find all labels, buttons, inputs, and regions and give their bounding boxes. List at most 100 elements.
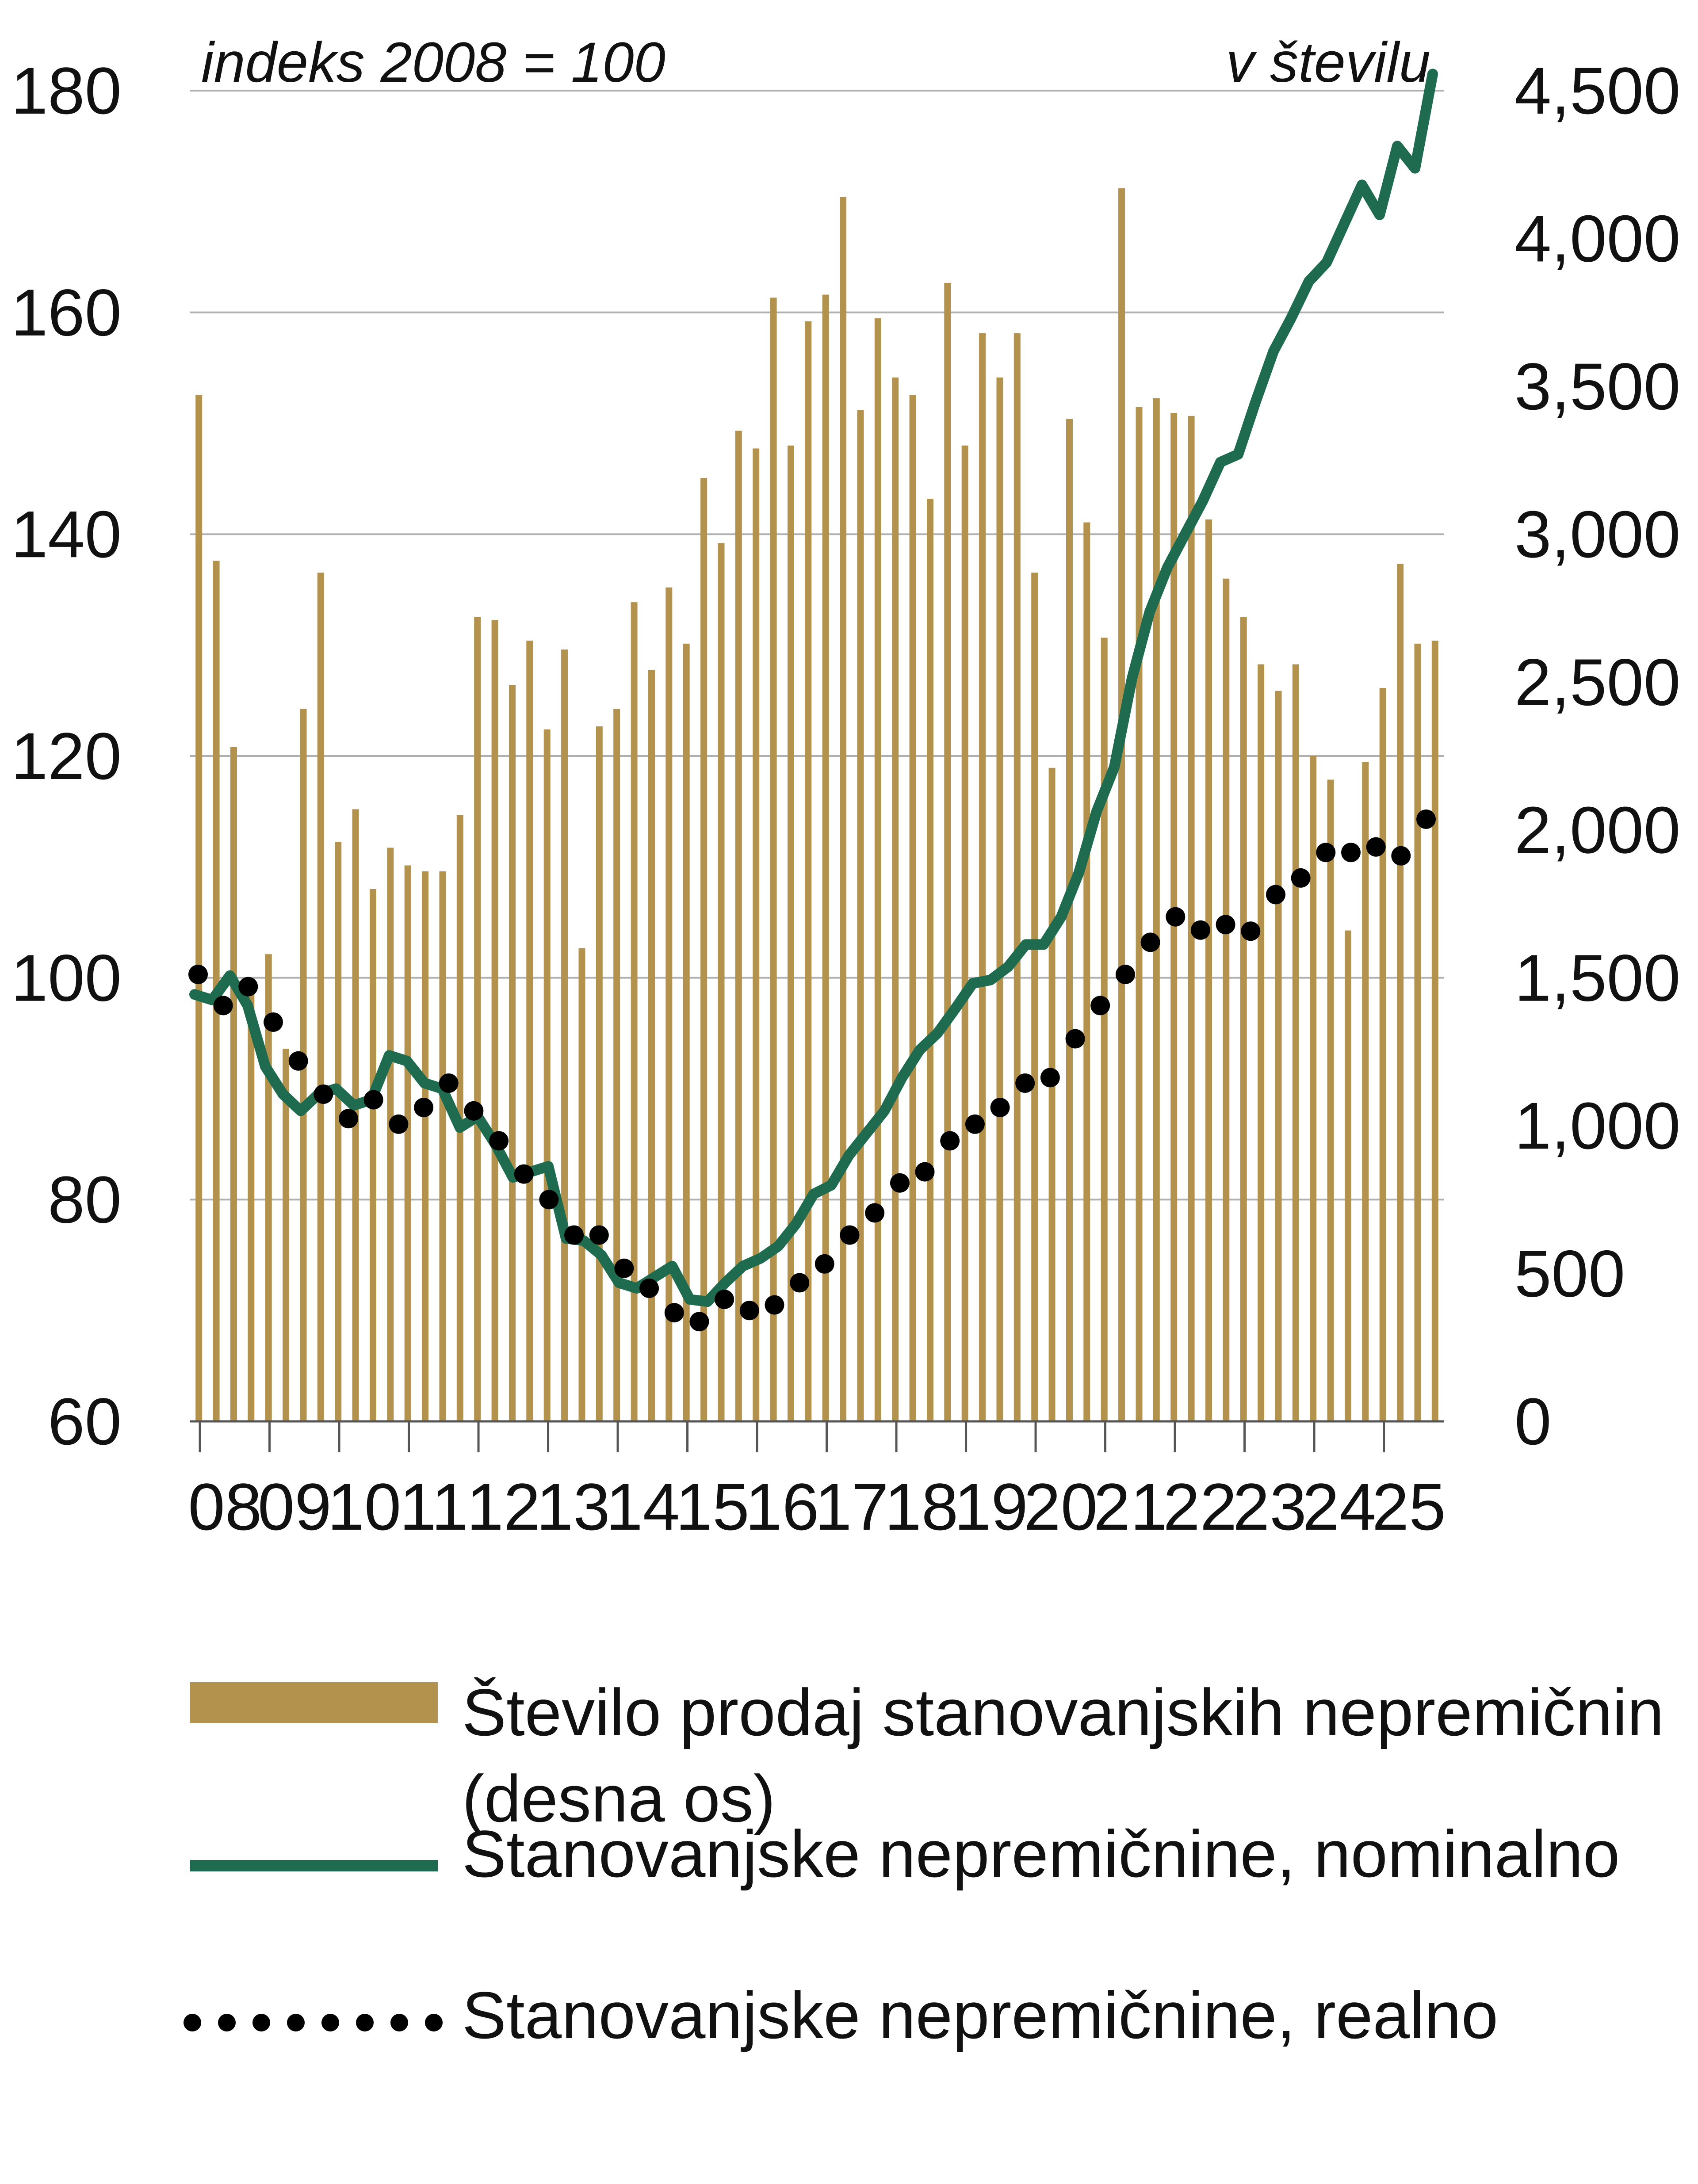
bar <box>335 842 342 1421</box>
bar <box>840 197 847 1421</box>
bar <box>1223 578 1230 1421</box>
real-dot <box>464 1101 484 1121</box>
bar <box>648 670 655 1421</box>
real-dot <box>865 1203 885 1223</box>
real-dot <box>765 1295 784 1315</box>
legend: Število prodaj stanovanjskih nepremičnin… <box>184 1675 1664 2052</box>
bar <box>1136 407 1143 1422</box>
x-tick-label: 22 <box>1163 1470 1237 1544</box>
left-tick-label: 60 <box>48 1384 122 1459</box>
bar <box>822 294 829 1421</box>
real-dot <box>213 996 233 1016</box>
bar <box>596 726 603 1421</box>
real-dot <box>715 1290 734 1310</box>
legend-bar-label-line2: (desna os) <box>462 1761 776 1836</box>
bar <box>788 445 794 1422</box>
real-dot <box>1090 996 1110 1016</box>
bar <box>996 377 1003 1421</box>
real-dot <box>1341 843 1361 863</box>
bar <box>805 321 812 1422</box>
bar <box>1188 416 1195 1421</box>
bar <box>1345 930 1351 1421</box>
bar <box>474 617 481 1421</box>
bar <box>1153 398 1160 1421</box>
x-tick-label: 14 <box>606 1470 680 1544</box>
x-axis <box>190 1420 1444 1452</box>
bar <box>526 641 533 1421</box>
bar <box>1205 519 1212 1421</box>
bar <box>613 709 620 1421</box>
bar <box>1275 691 1282 1421</box>
real-dot <box>614 1258 634 1278</box>
x-tick-label: 11 <box>399 1470 468 1544</box>
real-dot <box>389 1114 409 1134</box>
bar <box>283 1049 290 1421</box>
bar <box>509 685 516 1421</box>
real-dot <box>589 1225 609 1245</box>
right-tick-label: 3,000 <box>1514 497 1680 571</box>
left-axis-unit: indeks 2008 = 100 <box>201 31 665 94</box>
right-tick-label: 4,000 <box>1514 201 1680 275</box>
bar <box>718 543 725 1421</box>
real-dot <box>890 1173 910 1193</box>
real-dot <box>514 1164 534 1184</box>
legend-dot <box>425 2014 443 2031</box>
real-dot <box>314 1084 333 1104</box>
bar <box>874 318 881 1421</box>
legend-nominal-label: Stanovanjske nepremičnine, nominalno <box>462 1817 1620 1891</box>
nominal-line <box>189 69 1438 1307</box>
bar <box>1048 767 1056 1421</box>
bar <box>1292 664 1299 1421</box>
right-tick-label: 1,500 <box>1514 941 1680 1015</box>
real-dot <box>264 1012 283 1032</box>
bar <box>1240 617 1247 1421</box>
real-dot <box>363 1090 383 1110</box>
legend-real-label: Stanovanjske nepremičnine, realno <box>462 1978 1498 2052</box>
bar <box>1066 419 1073 1421</box>
bar <box>1431 641 1438 1421</box>
x-tick-label: 20 <box>1024 1470 1098 1544</box>
real-dot <box>1316 843 1336 863</box>
bar <box>1013 333 1021 1421</box>
x-tick-label: 18 <box>884 1470 958 1544</box>
bar <box>248 981 255 1421</box>
real-dot <box>1140 932 1160 952</box>
real-dot <box>639 1279 659 1298</box>
legend-bar-label-line1: Število prodaj stanovanjskih nepremičnin <box>462 1675 1664 1749</box>
real-dot <box>915 1162 935 1182</box>
real-dot <box>238 977 258 997</box>
bar <box>317 573 324 1421</box>
bar <box>543 729 551 1421</box>
x-tick-label: 12 <box>467 1470 540 1544</box>
legend-dot <box>321 2014 339 2031</box>
real-dot <box>1416 809 1436 829</box>
bar <box>683 643 690 1421</box>
bar <box>770 298 777 1422</box>
bar <box>753 448 760 1422</box>
left-tick-label: 180 <box>11 53 122 128</box>
x-tick-label: 21 <box>1094 1470 1167 1544</box>
bar <box>1310 756 1317 1421</box>
bar <box>404 865 411 1421</box>
bar <box>1362 762 1369 1421</box>
left-tick-label: 140 <box>11 497 122 571</box>
real-dot <box>1241 921 1261 941</box>
real-series <box>188 809 1436 1332</box>
real-dot <box>1115 965 1135 985</box>
real-dot <box>439 1073 459 1093</box>
grid-lines <box>190 90 1444 1201</box>
real-dot <box>188 965 208 985</box>
legend-dot <box>390 2014 408 2031</box>
real-dot <box>489 1131 509 1151</box>
right-tick-label: 500 <box>1514 1237 1625 1311</box>
real-dot <box>689 1312 709 1332</box>
left-tick-label: 120 <box>11 719 122 793</box>
bar <box>665 587 673 1421</box>
real-dot <box>1040 1068 1060 1088</box>
bar <box>892 377 899 1421</box>
legend-dot <box>184 2014 201 2031</box>
nominal-series <box>189 69 1438 1307</box>
real-dot <box>564 1225 584 1245</box>
x-tick-label: 09 <box>258 1470 332 1544</box>
